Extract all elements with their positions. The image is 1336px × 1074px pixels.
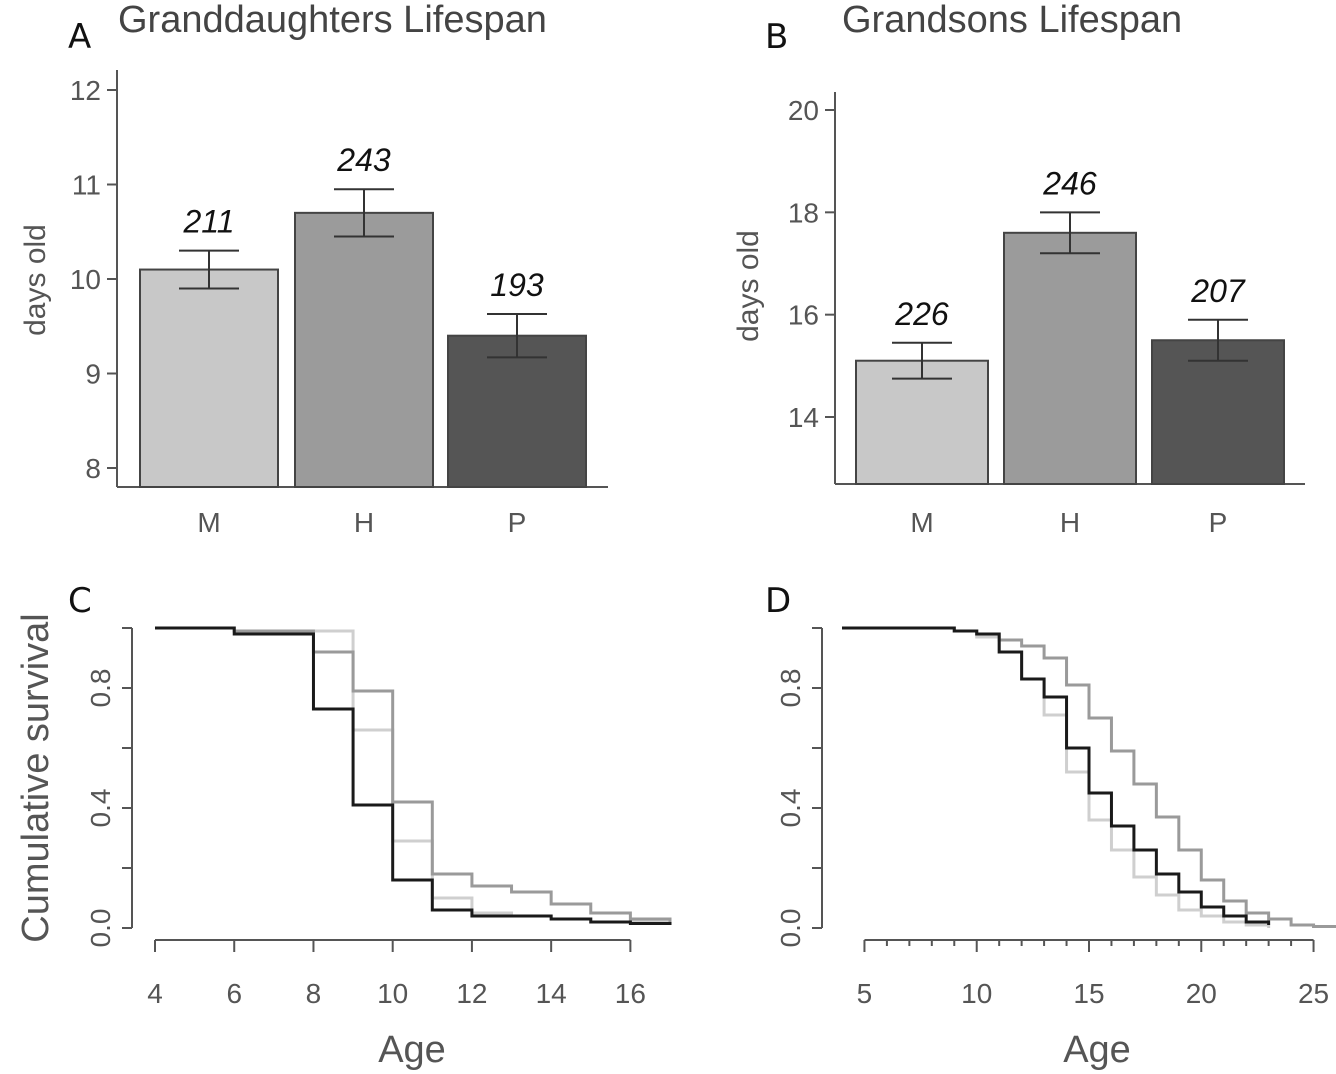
y-tick-label-d: 0.4 [775,789,806,828]
x-tick-label-c: 8 [306,978,322,1009]
category-label-h-b: H [1060,507,1080,538]
y-tick-label-a: 11 [72,170,101,201]
survival-line-p-c [155,626,672,925]
category-label-p-a: P [508,507,527,538]
category-label-m-b: M [910,507,933,538]
data-label-m-a: 211 [182,204,234,240]
data-label-m-b: 226 [894,296,949,332]
chart-title-a: Granddaughters Lifespan [118,0,547,41]
x-tick-label-c: 12 [456,978,487,1009]
y-tick-label-d: 0.0 [775,909,806,948]
y-tick-label-c: 0.4 [85,789,116,828]
bar-p-a [447,334,587,489]
y-axis-label-c: Cumulative survival [15,613,57,942]
category-label-m-a: M [197,507,220,538]
bar-p-b [1151,339,1285,485]
x-axis-label-c: Age [378,1029,446,1071]
panel-letter-d: D [765,581,791,621]
x-tick-label-c: 14 [536,978,567,1009]
y-tick-label-c: 0.0 [85,909,116,948]
y-tick-label-a: 9 [85,359,101,390]
data-label-p-b: 207 [1190,273,1246,309]
panel-letter-b: B [765,17,788,57]
survival-line-h-c [155,626,672,922]
y-tick-label-b: 14 [788,402,819,433]
bar-m-a [139,268,279,488]
data-label-h-a: 243 [336,142,391,178]
bar-m-b [855,359,989,486]
x-tick-label-c: 16 [615,978,646,1009]
bar-h-b [1003,231,1137,485]
y-tick-label-c: 0.8 [85,669,116,708]
y-tick-label-b: 16 [788,300,819,331]
x-tick-label-d: 20 [1186,978,1217,1009]
x-tick-label-c: 6 [226,978,242,1009]
bar-h-a [294,211,434,488]
y-axis-label-a: days old [19,224,52,336]
x-tick-label-d: 5 [857,978,873,1009]
panel-letter-c: C [68,581,92,621]
x-tick-label-c: 4 [147,978,163,1009]
category-label-p-b: P [1209,507,1228,538]
x-tick-label-d: 10 [961,978,992,1009]
survival-line-p-d [842,626,1271,925]
panel-a: A Granddaughters Lifespan days old 8 9 10 1… [19,0,608,538]
y-tick-label-b: 20 [788,95,819,126]
panel-b: B Grandsons Lifespan days old 14 16 18 20 22… [732,0,1305,538]
survival-line-m-d [842,626,1271,928]
x-tick-label-d: 25 [1298,978,1329,1009]
panel-letter-a: A [68,17,91,57]
y-tick-label-d: 0.8 [775,669,806,708]
y-tick-label-a: 12 [70,75,101,106]
y-tick-label-a: 8 [85,453,101,484]
panel-c: C Cumulative survival Age 0.0 0.4 0.8 4 6 8 10… [15,581,672,1071]
panel-d: D Age 0.0 0.4 0.8 5 10 15 20 25 [765,581,1336,1071]
data-label-h-b: 246 [1042,165,1097,201]
y-tick-label-a: 10 [70,264,101,295]
y-tick-label-b: 18 [788,197,819,228]
y-axis-label-b: days old [732,230,765,342]
x-tick-label-d: 15 [1073,978,1104,1009]
chart-title-b: Grandsons Lifespan [842,0,1182,41]
category-label-h-a: H [354,507,374,538]
data-label-p-a: 193 [490,267,544,303]
x-axis-label-d: Age [1063,1029,1131,1071]
x-tick-label-c: 10 [377,978,408,1009]
